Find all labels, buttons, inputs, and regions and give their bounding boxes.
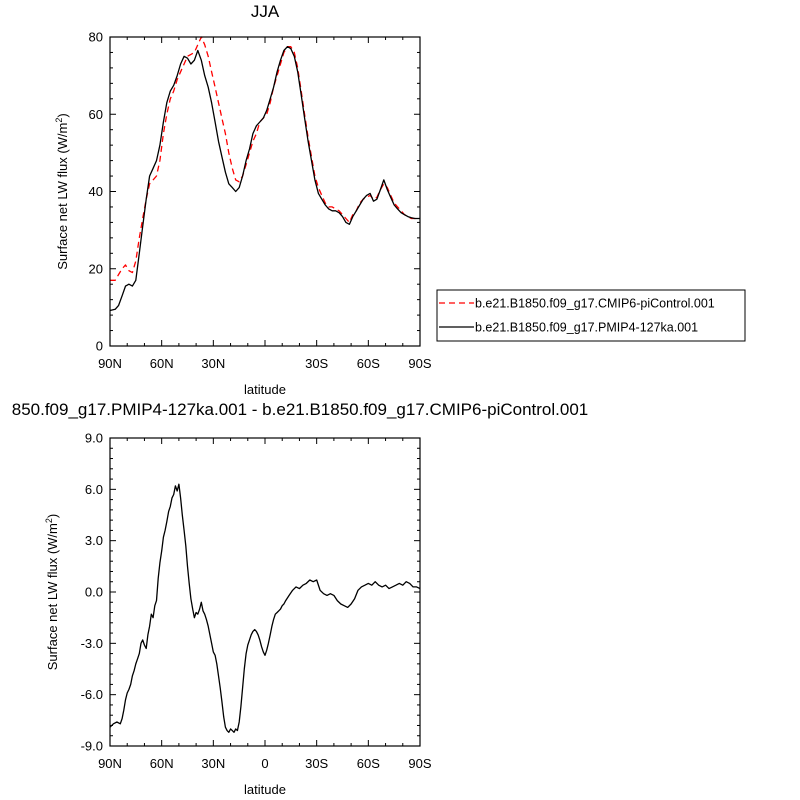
panel-bottom-chart: 850.f09_g17.PMIP4-127ka.001 - b.e21.B185…: [12, 400, 589, 797]
x-tick-label: 30N: [201, 756, 225, 771]
x-tick-label: 60S: [357, 356, 380, 371]
chart-title: JJA: [251, 2, 280, 21]
x-tick-label: 30S: [305, 356, 328, 371]
y-tick-label: 0.0: [85, 585, 103, 600]
series-line-b: [109, 46, 420, 312]
x-tick-label: 90S: [408, 356, 431, 371]
y-tick-label: -3.0: [81, 636, 103, 651]
y-tick-label: 40: [89, 184, 103, 199]
y-tick-label: -9.0: [81, 739, 103, 754]
y-tick-label: 60: [89, 107, 103, 122]
x-tick-label: 60S: [357, 756, 380, 771]
chart-title: 850.f09_g17.PMIP4-127ka.001 - b.e21.B185…: [12, 400, 589, 419]
x-tick-label: 0: [261, 756, 268, 771]
x-axis-label: latitude: [244, 782, 286, 797]
legend-box: [436, 289, 746, 342]
series-line-a: [110, 36, 420, 281]
tick-labels: 90N 60N 30N 30S 60S 90S 0 20 40 60 80: [89, 30, 432, 372]
x-tick-label: 90N: [98, 356, 122, 371]
plot-frame: [109, 36, 421, 347]
x-tick-label: 90S: [408, 756, 431, 771]
x-tick-label: 30N: [201, 356, 225, 371]
series-line-a: [109, 483, 421, 733]
y-tick-label: 0: [96, 339, 103, 354]
legend: b.e21.B1850.f09_g17.CMIP6-piControl.001 …: [436, 289, 746, 342]
x-tick-label: 60N: [150, 756, 174, 771]
x-tick-label: 30S: [305, 756, 328, 771]
y-tick-label: -6.0: [81, 687, 103, 702]
axis-ticks: [109, 36, 421, 347]
y-axis-label: Surface net LW flux (W/m2): [54, 113, 70, 270]
x-axis-label: latitude: [244, 382, 286, 397]
y-tick-label: 9.0: [85, 431, 103, 446]
y-tick-label: 6.0: [85, 482, 103, 497]
plot-area: [109, 36, 420, 312]
y-tick-label: 3.0: [85, 533, 103, 548]
tick-labels: 90N 60N 30N 0 30S 60S 90S -9.0 -6.0 -3.0 0.0 3.0 6.0…: [81, 431, 432, 772]
x-tick-label: 60N: [150, 356, 174, 371]
x-tick-label: 90N: [98, 756, 122, 771]
panel-top-chart: JJA 90N 60N 30N 30S 60S 90S 0 20 40 60 80 latitude…: [54, 2, 432, 397]
legend-label-picontrol: b.e21.B1850.f09_g17.CMIP6-piControl.001: [475, 297, 715, 311]
legend-label-127ka: b.e21.B1850.f09_g17.PMIP4-127ka.001: [475, 321, 698, 335]
plot-area: [109, 483, 421, 733]
plot-frame: [109, 437, 421, 747]
y-tick-label: 80: [89, 30, 103, 45]
axis-ticks: [109, 437, 421, 747]
y-axis-label: Surface net LW flux (W/m2): [44, 514, 60, 671]
y-tick-label: 20: [89, 261, 103, 276]
